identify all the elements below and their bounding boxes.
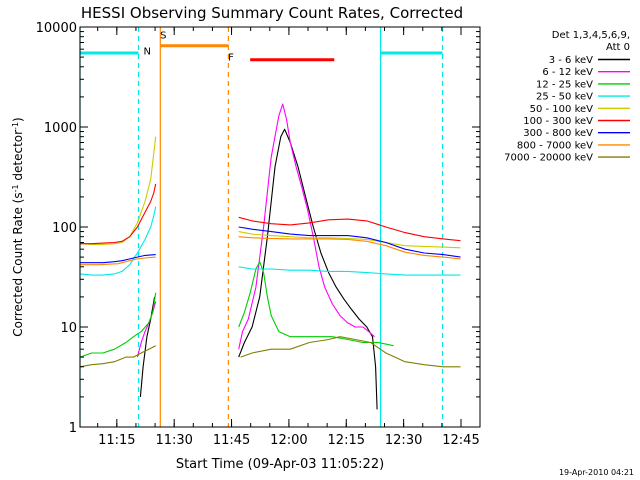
series-line-3-segment-0 [79, 206, 157, 276]
x-tick-label-3: 12:00 [270, 433, 307, 448]
series-line-8-segment-1 [240, 336, 461, 368]
series-line-2-segment-1 [238, 261, 394, 347]
x-tick-label-6: 12:45 [442, 433, 479, 448]
legend-label-1: 6 - 12 keV [542, 67, 593, 78]
y-axis-label-end: ) [11, 117, 25, 122]
y-tick-label-4: 10000 [36, 21, 77, 36]
legend-header-line-0: Det 1,3,4,5,6,9, [552, 30, 630, 41]
y-tick-label-1: 10 [60, 321, 77, 336]
series-line-5-segment-0 [80, 183, 157, 245]
series-line-7-segment-1 [238, 236, 461, 260]
x-tick-label-0: 11:15 [98, 433, 135, 448]
legend-label-0: 3 - 6 keV [549, 55, 593, 66]
chart-title: HESSI Observing Summary Count Rates, Cor… [81, 4, 463, 22]
legend-label-8: 7000 - 20000 keV [504, 153, 593, 164]
x-tick-label-5: 12:30 [385, 433, 422, 448]
interval-marker-n: N [144, 47, 151, 58]
y-axis-label-main: Corrected Count Rate (s [11, 192, 25, 336]
series-line-6-segment-1 [238, 226, 461, 258]
y-tick-label-0: 1 [69, 421, 77, 436]
legend-label-3: 25 - 50 keV [536, 92, 593, 103]
axis-ticks: 11:15 11:30 11:45 12:00 12:15 12:30 12:45 1 10 10… [36, 21, 480, 448]
series-line-0-segment-0 [139, 296, 156, 397]
legend-label-4: 50 - 100 keV [530, 104, 594, 115]
interval-marker-s: S [160, 30, 166, 41]
x-tick-label-4: 12:15 [328, 433, 365, 448]
legend-label-5: 100 - 300 keV [523, 116, 593, 127]
y-axis-label-mid: detector [11, 130, 25, 185]
series-line-7-segment-0 [80, 256, 156, 266]
series-line-1-segment-1 [238, 103, 375, 350]
y-axis-label-sup2: -1 [11, 122, 20, 130]
plot-data: NS F [79, 27, 461, 427]
series-line-3-segment-1 [238, 266, 461, 276]
series-line-6-segment-0 [80, 254, 156, 264]
x-tick-label-1: 11:30 [155, 433, 192, 448]
x-tick-label-2: 11:45 [213, 433, 250, 448]
y-tick-label-2: 100 [52, 221, 77, 236]
legend-label-6: 300 - 800 keV [523, 128, 593, 139]
timestamp: 19-Apr-2010 04:21 [559, 468, 634, 477]
interval-marker-f: F [228, 53, 234, 64]
series-line-0-segment-1 [238, 128, 378, 410]
legend-header-line-1: Att 0 [606, 42, 630, 53]
y-axis-label-sup1: -1 [11, 184, 20, 192]
series-line-8-segment-0 [79, 345, 156, 368]
y-axis-label: Corrected Count Rate (s-1 detector-1) [11, 117, 26, 336]
series-line-5-segment-1 [238, 216, 461, 242]
legend-label-2: 12 - 25 keV [536, 79, 593, 90]
series-line-4-segment-1 [238, 231, 461, 249]
x-axis-label: Start Time (09-Apr-03 11:05:22) [176, 457, 384, 472]
y-tick-label-3: 1000 [44, 121, 77, 136]
series-line-2-segment-0 [79, 292, 157, 358]
legend-label-7: 800 - 7000 keV [517, 140, 593, 151]
series-line-4-segment-0 [79, 136, 157, 245]
plot-frame [79, 26, 481, 428]
